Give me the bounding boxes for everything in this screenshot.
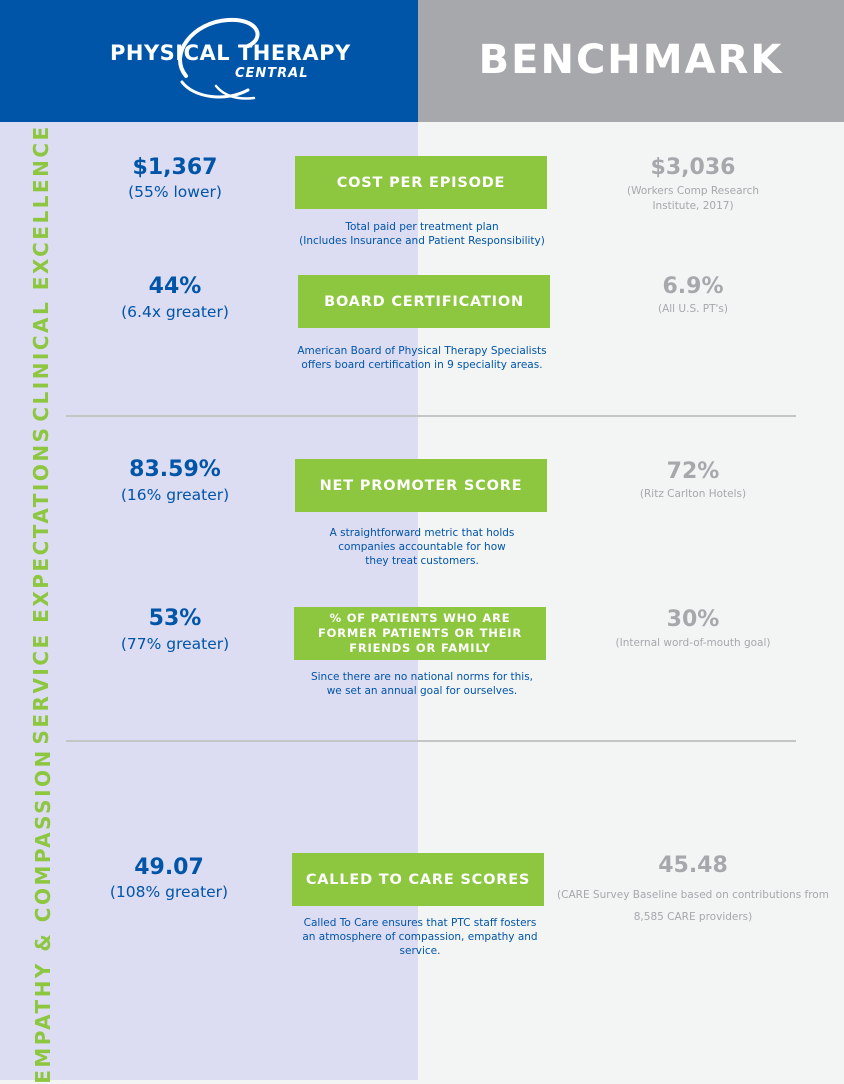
- swoosh-icon: [178, 17, 260, 100]
- benchmark-note: (All U.S. PT's): [657, 303, 728, 315]
- section-label-empathy-compassion: EMPATHY & COMPASSION: [31, 748, 55, 1084]
- benchmark-note: (CARE Survey Baseline based on contribut…: [557, 889, 829, 923]
- metric-label-board-certification: BOARD CERTIFICATION: [298, 275, 550, 328]
- benchmark-value: 72%: [666, 459, 720, 484]
- benchmark-value: 45.48: [658, 853, 728, 878]
- benchmark-value: $3,036: [650, 155, 736, 180]
- ptc-value: 44%: [148, 274, 202, 299]
- section-label-clinical-excellence: CLINICAL EXCELLENCE: [29, 124, 53, 422]
- ptc-comparison: (108% greater): [109, 883, 229, 901]
- ptc-value: 83.59%: [129, 457, 221, 482]
- ptc-value: 53%: [148, 606, 202, 631]
- benchmark-value: 6.9%: [662, 274, 724, 299]
- metric-description: A straightforward metric that holds comp…: [329, 527, 515, 567]
- benchmark-title: BENCHMARK: [478, 37, 784, 83]
- metric-description: Since there are no national norms for th…: [310, 671, 534, 697]
- section-label-service-expectations: SERVICE EXPECTATIONS: [29, 425, 53, 745]
- ptc-value: 49.07: [134, 855, 204, 880]
- ptc-comparison: (6.4x greater): [121, 303, 229, 321]
- ptc-value: $1,367: [132, 155, 218, 180]
- benchmark-note: (Internal word-of-mouth goal): [615, 637, 771, 649]
- metric-description: Total paid per treatment plan (Includes …: [299, 221, 545, 247]
- benchmark-value: 30%: [666, 607, 720, 632]
- ptc-logo: PHYSICAL THERAPY CENTRAL: [98, 16, 350, 104]
- metric-description: Called To Care ensures that PTC staff fo…: [302, 917, 538, 957]
- section-divider: [66, 740, 796, 742]
- metric-label-cost-per-episode: COST PER EPISODE: [295, 156, 547, 209]
- ptc-comparison: (16% greater): [120, 486, 230, 504]
- ptc-comparison: (77% greater): [120, 635, 230, 653]
- metric-description: American Board of Physical Therapy Speci…: [297, 345, 547, 371]
- metric-label-returning-patients: % OF PATIENTS WHO ARE FORMER PATIENTS OR…: [294, 607, 546, 660]
- header-benchmark: BENCHMARK: [418, 0, 844, 122]
- logo-text-physical-therapy: PHYSICAL THERAPY: [110, 41, 351, 65]
- logo-text-central: CENTRAL: [235, 66, 309, 81]
- header-ptc: PHYSICAL THERAPY CENTRAL: [0, 0, 418, 122]
- ptc-comparison: (55% lower): [128, 183, 222, 201]
- benchmark-note: (Ritz Carlton Hotels): [639, 488, 747, 500]
- section-divider: [66, 415, 796, 417]
- metric-label-called-to-care: CALLED TO CARE SCORES: [292, 853, 544, 906]
- benchmark-note: (Workers Comp Research Institute, 2017): [626, 185, 760, 212]
- metric-label-net-promoter-score: NET PROMOTER SCORE: [295, 459, 547, 512]
